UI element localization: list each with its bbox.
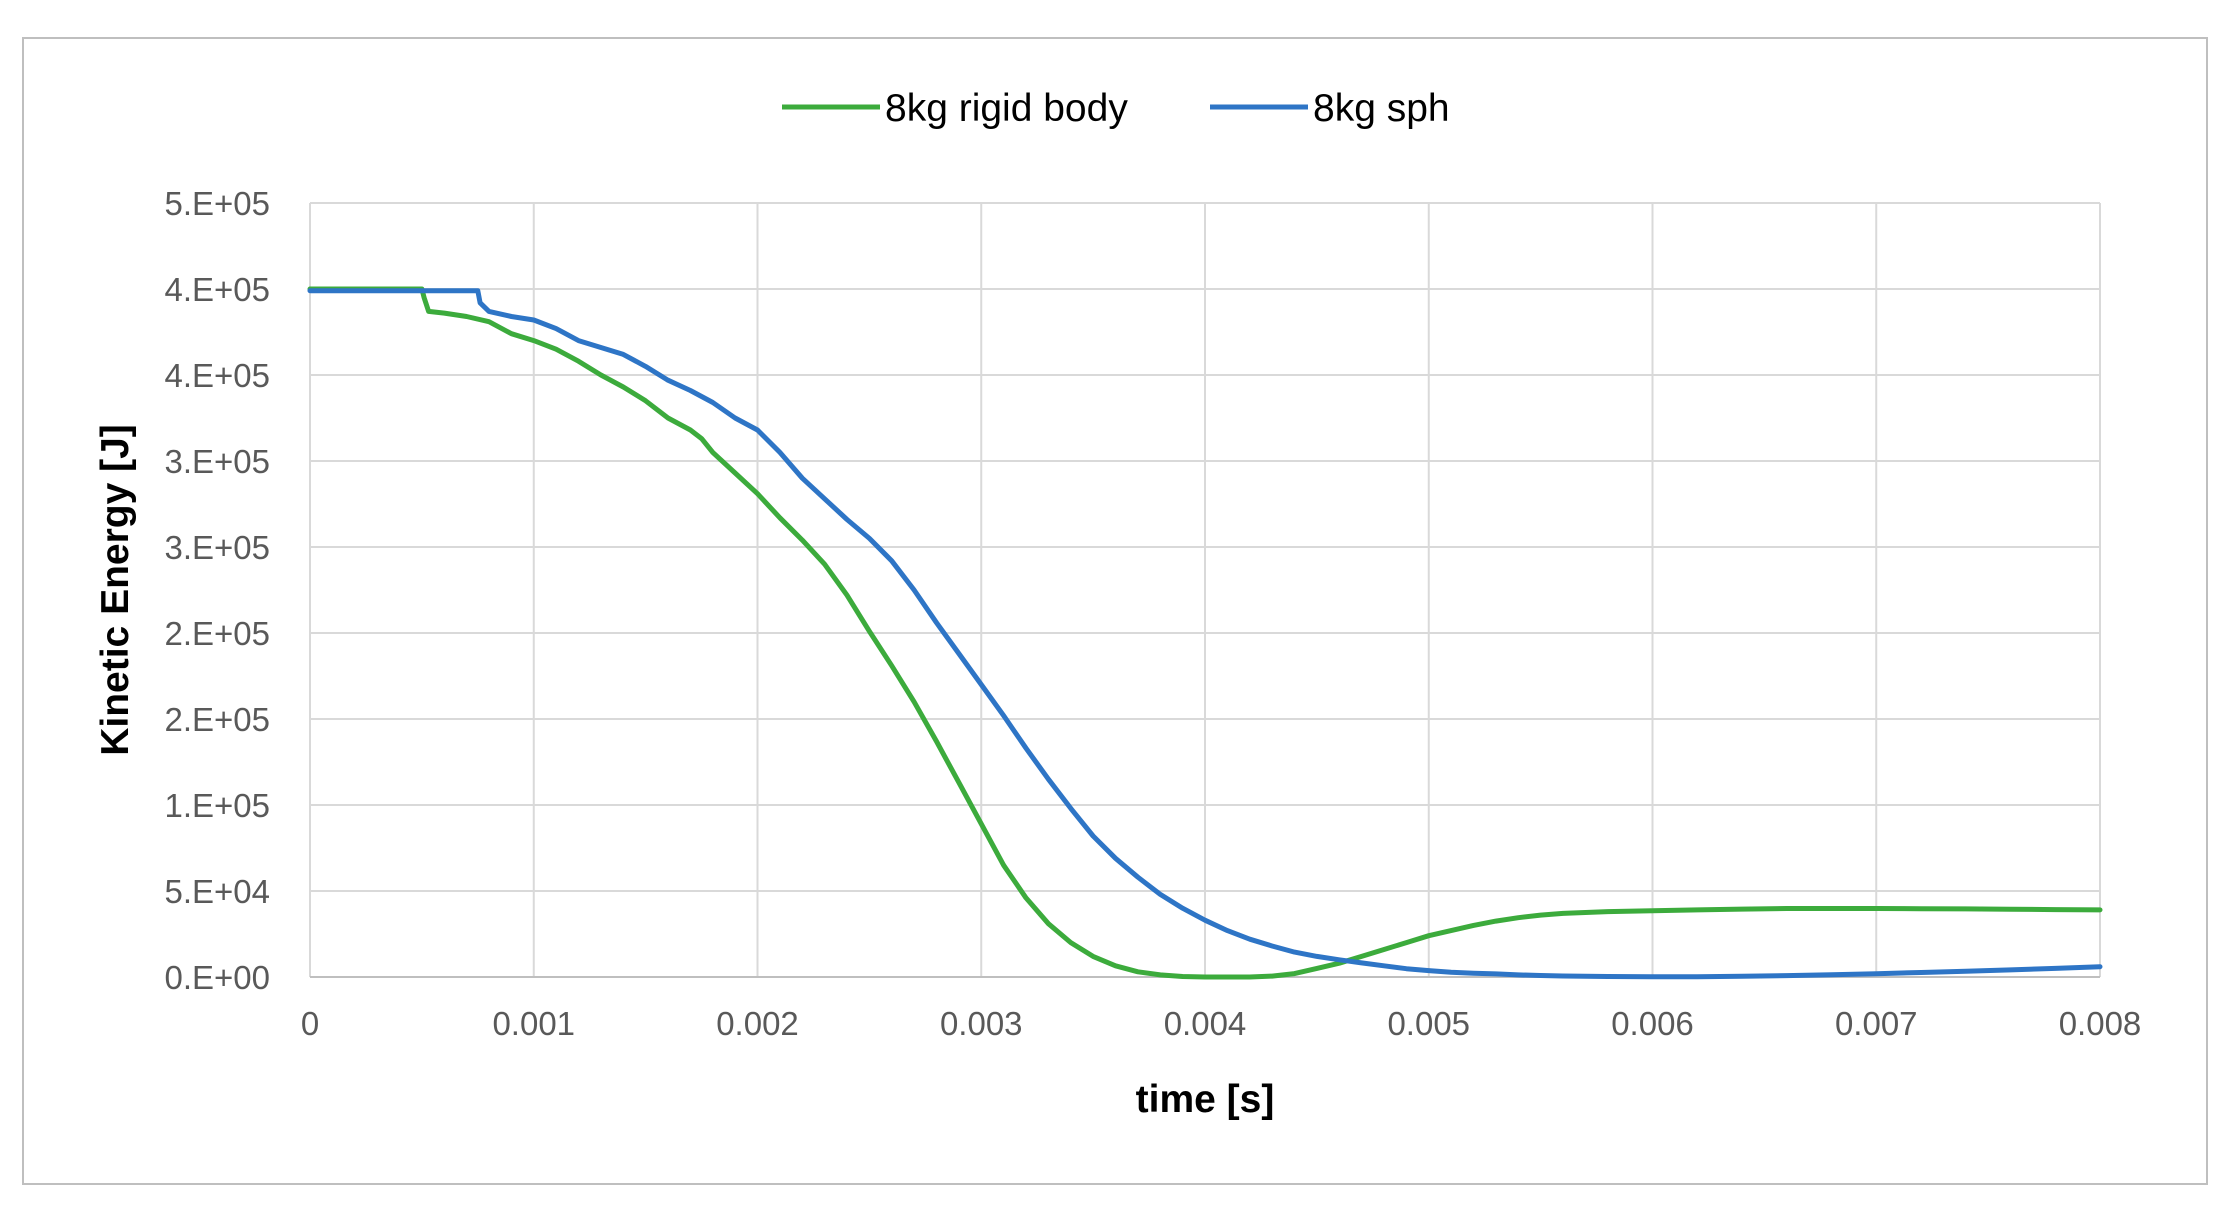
x-tick-label: 0.003 — [940, 1005, 1023, 1042]
x-axis-title: time [s] — [1136, 1078, 1275, 1121]
y-tick-label: 0.E+00 — [164, 959, 270, 996]
legend-label-sph: 8kg sph — [1313, 87, 1450, 130]
y-tick-label: 1.E+05 — [164, 787, 270, 824]
x-tick-label: 0.005 — [1387, 1005, 1470, 1042]
y-tick-label: 5.E+04 — [164, 873, 270, 910]
x-tick-label: 0.002 — [716, 1005, 799, 1042]
x-tick-label: 0 — [301, 1005, 319, 1042]
y-tick-label: 3.E+05 — [164, 529, 270, 566]
y-tick-label: 2.E+05 — [164, 701, 270, 738]
tick-labels: 0.E+00 5.E+04 1.E+05 2.E+05 2.E+05 3.E+05 3.E+… — [164, 185, 2141, 1042]
x-tick-label: 0.008 — [2059, 1005, 2142, 1042]
y-axis-title: Kinetic Energy [J] — [94, 424, 137, 756]
y-tick-label: 3.E+05 — [164, 443, 270, 480]
series-lines — [307, 286, 2103, 980]
y-tick-label: 4.E+05 — [164, 271, 270, 308]
x-tick-label: 0.001 — [492, 1005, 575, 1042]
grid-lines — [310, 202, 2101, 977]
legend: 8kg rigid body 8kg sph — [782, 87, 1450, 130]
y-tick-label: 4.E+05 — [164, 357, 270, 394]
series-line-sph — [307, 288, 2103, 980]
y-tick-label: 2.E+05 — [164, 615, 270, 652]
x-tick-label: 0.006 — [1611, 1005, 1694, 1042]
x-tick-label: 0.004 — [1164, 1005, 1247, 1042]
chart-frame — [22, 37, 2208, 1185]
y-tick-label: 5.E+05 — [164, 185, 270, 222]
x-tick-label: 0.007 — [1835, 1005, 1918, 1042]
legend-label-rigid-body: 8kg rigid body — [885, 87, 1128, 130]
series-line-rigid-body — [307, 286, 2103, 980]
